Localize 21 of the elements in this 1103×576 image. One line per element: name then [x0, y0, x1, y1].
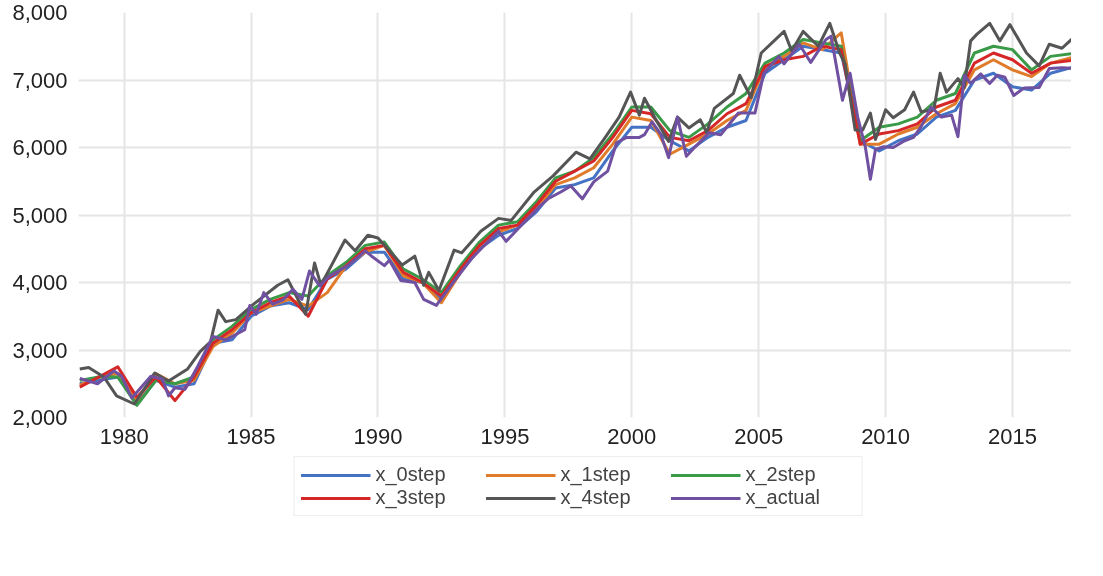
y-tick-label: 4,000 [12, 270, 68, 295]
x-tick-label: 2005 [734, 423, 784, 449]
x-tick-label: 2010 [861, 423, 911, 449]
legend-label: x_1step [560, 463, 632, 486]
x-tick-label: 1995 [480, 423, 530, 449]
y-tick-label: 2,000 [12, 405, 68, 430]
x-tick-label: 1985 [226, 423, 276, 449]
legend-label: x_3step [375, 486, 447, 509]
x-tick-label: 1990 [353, 423, 403, 449]
y-tick-label: 5,000 [12, 202, 68, 228]
y-tick-label: 3,000 [12, 337, 68, 363]
x-tick-label: 2015 [988, 423, 1037, 449]
x-tick-label: 2000 [607, 423, 657, 449]
legend-label: x_4step [560, 486, 632, 509]
y-tick-label: 7,000 [12, 67, 68, 93]
legend-label: x_actual [745, 486, 821, 509]
legend-label: x_0step [375, 463, 447, 486]
y-tick-label: 6,000 [12, 135, 68, 160]
legend-label: x_2step [745, 463, 817, 486]
x-tick-label: 1980 [99, 423, 149, 449]
y-tick-label: 8,000 [12, 0, 68, 25]
